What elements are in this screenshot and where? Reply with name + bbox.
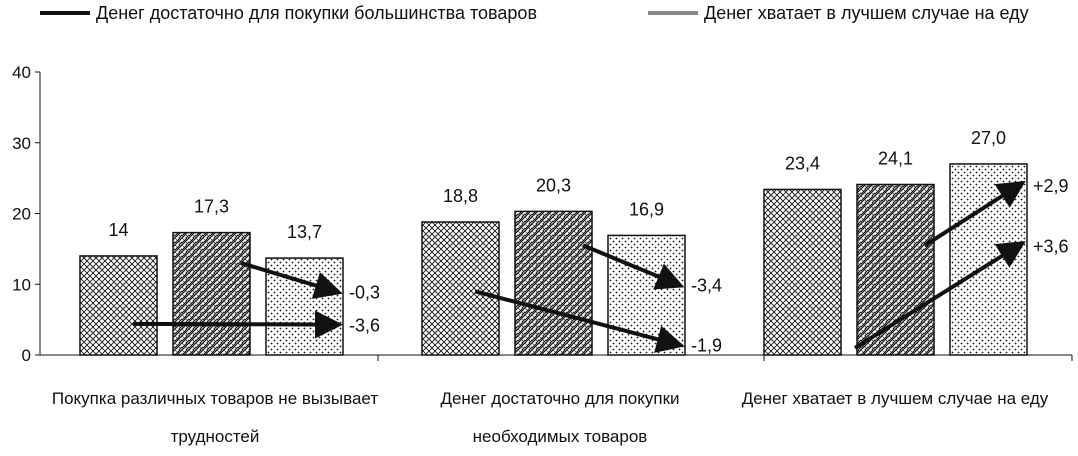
change-arrow: [853, 241, 1026, 350]
bar-2-1: [856, 183, 935, 356]
arrows-group: -0,3 -3,6 -3,4 -1,9 +2,9 +3,6: [132, 176, 1069, 355]
bar-value-label: 24,1: [878, 148, 913, 168]
legend-swatch-black: [40, 11, 90, 15]
category-label-1: Денег достаточно для покупки необходимых…: [440, 389, 680, 446]
bars-group: 14 18,8 23,4 17,3 20,3 24,1 13,7 16,9 27,0: [79, 128, 1028, 356]
bar-0-0: [79, 255, 158, 356]
change-label: +3,6: [1033, 236, 1069, 256]
bar-chart: 0 10 20 30 40 14 18,8 23,4 17,3 20,3 24,1 13,7 16,9…: [12, 63, 1073, 365]
change-arrow: [132, 310, 343, 339]
y-tick-label: 20: [12, 205, 31, 224]
bar-2-0: [763, 188, 842, 356]
bar-value-label: 17,3: [194, 197, 229, 217]
change-arrow: [582, 243, 685, 290]
change-arrow: [474, 289, 685, 353]
change-label: +2,9: [1033, 176, 1069, 196]
bar-value-label: 27,0: [971, 128, 1006, 148]
y-tick-label: 10: [12, 275, 31, 294]
change-arrow: [923, 180, 1026, 248]
bar-value-label: 13,7: [287, 222, 322, 242]
change-label: -1,9: [691, 335, 722, 355]
legend-label-enough-money: Денег достаточно для покупки большинства…: [96, 2, 538, 23]
bar-value-label: 14: [108, 220, 128, 240]
change-label: -0,3: [349, 282, 380, 302]
category-label-0: Покупка различных товаров не вызывает тр…: [51, 389, 379, 446]
bar-2-2: [949, 163, 1028, 356]
legend-item-enough-money: Денег достаточно для покупки большинства…: [40, 2, 537, 24]
change-arrow: [240, 261, 343, 299]
bar-value-label: 20,3: [536, 175, 571, 195]
y-tick-label: 0: [22, 346, 31, 365]
y-tick-label: 30: [12, 134, 31, 153]
legend-item-food-only: Денег хватает в лучшем случае на еду: [648, 2, 1029, 24]
bar-1-0: [421, 221, 500, 356]
category-label-2: Денег хватает в лучшем случае на еду: [741, 389, 1049, 408]
change-label: -3,6: [349, 316, 380, 336]
bar-1-1: [514, 210, 593, 356]
bar-value-label: 16,9: [629, 199, 664, 219]
bar-value-label: 23,4: [785, 153, 820, 173]
bar-0-1: [172, 231, 251, 356]
y-tick-label: 40: [12, 63, 31, 82]
legend-label-food-only: Денег хватает в лучшем случае на еду: [704, 2, 1029, 23]
bar-value-label: 18,8: [443, 186, 478, 206]
change-label: -3,4: [691, 275, 722, 295]
legend-swatch-gray: [648, 11, 698, 15]
